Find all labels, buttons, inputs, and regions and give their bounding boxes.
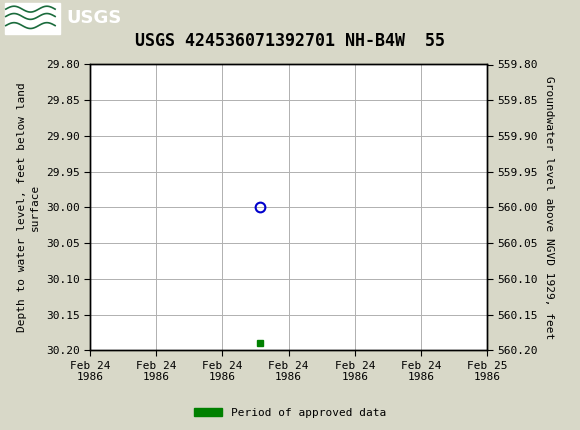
Legend: Period of approved data: Period of approved data: [190, 403, 390, 422]
Y-axis label: Depth to water level, feet below land
surface: Depth to water level, feet below land su…: [17, 83, 40, 332]
Y-axis label: Groundwater level above NGVD 1929, feet: Groundwater level above NGVD 1929, feet: [543, 76, 554, 339]
FancyBboxPatch shape: [5, 3, 60, 34]
Text: USGS: USGS: [67, 9, 122, 27]
Text: USGS 424536071392701 NH-B4W  55: USGS 424536071392701 NH-B4W 55: [135, 32, 445, 50]
